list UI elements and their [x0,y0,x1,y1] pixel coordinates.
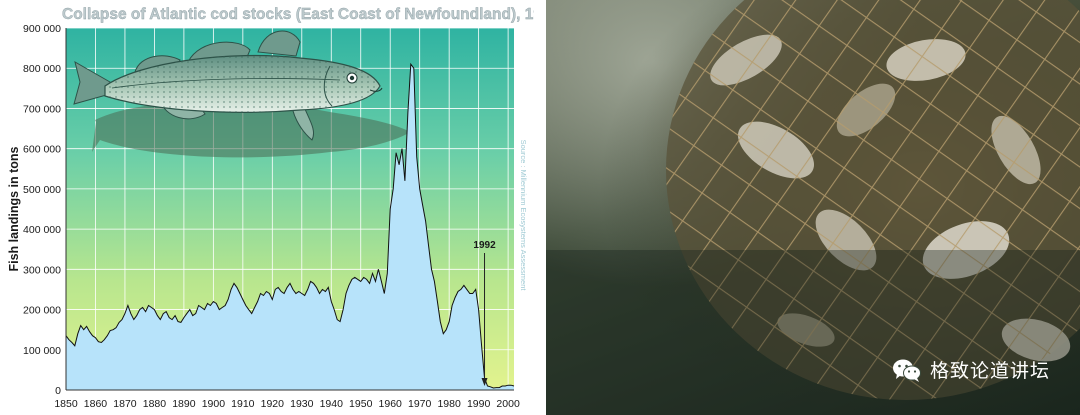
fish-body-texture [105,55,380,113]
landings-area [66,64,514,390]
y-tick-label: 100 000 [23,345,61,357]
annotation-label: 1992 [473,240,496,251]
x-tick-label: 1940 [320,398,344,410]
x-tick-label: 1950 [349,398,373,410]
cod-stocks-chart: 0 100 000 200 000 300 000 400 000 500 000 600 … [0,0,534,415]
annotation-1992: 1992 [473,240,496,386]
x-tick-label: 1970 [408,398,432,410]
chart-svg: 0 100 000 200 000 300 000 400 000 500 000 600 … [7,6,534,410]
wechat-icon [892,357,922,383]
x-tick-label: 1880 [143,398,167,410]
y-tick-label: 700 000 [23,103,61,115]
fish-lateral-line [111,78,341,89]
y-tick-label: 200 000 [23,305,61,317]
x-tick-label: 2000 [496,398,520,410]
watermark: 格致论道讲坛 [892,356,1050,383]
x-axis-ticks: 1850 1860 1870 1880 1890 1900 1910 1920 1930 1940… [54,398,520,410]
chart-title: Collapse of Atlantic cod stocks (East Co… [62,6,534,23]
fish-shadow [92,101,410,158]
x-tick-label: 1980 [437,398,461,410]
landings-line [65,62,515,389]
y-tick-label: 900 000 [23,23,61,35]
x-tick-label: 1930 [290,398,314,410]
cod-fish-illustration [73,30,410,158]
x-tick-label: 1900 [202,398,226,410]
y-axis-label: Fish landings in tons [7,146,21,271]
y-tick-label: 400 000 [23,224,61,236]
watermark-text: 格致论道讲坛 [929,360,1050,382]
fish-gill [323,65,333,107]
source-note: Source : Millennium Ecosystems Assessmen… [519,140,528,292]
y-tick-label: 600 000 [23,144,61,156]
y-tick-label: 500 000 [23,184,61,196]
fish-fin-dorsal-3 [257,30,301,57]
x-tick-label: 1870 [113,398,137,410]
x-tick-label: 1910 [231,398,255,410]
fishing-net [666,0,1080,400]
dark-water-bottom [546,250,1080,415]
y-tick-label: 300 000 [23,264,61,276]
y-tick-label: 800 000 [23,63,61,75]
x-tick-label: 1850 [54,398,78,410]
photo-svg [546,0,1080,415]
fish-mouth [369,87,383,92]
annotation-arrowhead [481,378,488,386]
x-tick-label: 1990 [467,398,491,410]
x-tick-label: 1860 [84,398,108,410]
x-tick-label: 1890 [172,398,196,410]
fish-pupil [349,75,355,81]
y-axis-ticks: 0 100 000 200 000 300 000 400 000 500 000 600 … [23,23,61,397]
x-tick-label: 1960 [379,398,403,410]
underwater-net-photo: 格致论道讲坛 [546,0,1080,415]
x-tick-label: 1920 [261,398,285,410]
y-tick-label: 0 [55,385,61,397]
